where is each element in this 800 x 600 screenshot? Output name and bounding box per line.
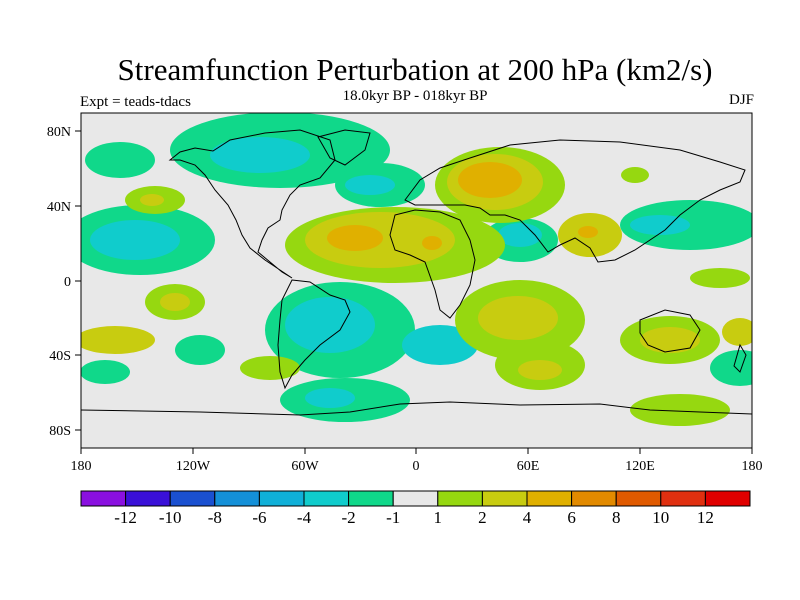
- colorbar-label: 1: [434, 508, 443, 527]
- blob-pos-chile: [240, 356, 300, 380]
- colorbar-box: [437, 490, 483, 507]
- blob-pos-africa-core: [422, 236, 442, 250]
- blob-pos-siberia: [621, 167, 649, 183]
- colorbar-label: 4: [523, 508, 532, 527]
- x-tick-label: 120E: [625, 459, 655, 474]
- colorbar-label: 8: [612, 508, 621, 527]
- colorbar-label: 6: [567, 508, 576, 527]
- colorbar-label: -12: [114, 508, 137, 527]
- colorbar-box: [125, 490, 171, 507]
- colorbar-box: [660, 490, 706, 507]
- colorbar-box: [704, 490, 751, 507]
- colorbar-label: 10: [652, 508, 669, 527]
- blob-neg-pacific-core: [90, 220, 180, 260]
- colorbar-box: [303, 490, 350, 507]
- colorbar-box: [169, 490, 216, 507]
- blob-neg-spacific: [175, 335, 225, 365]
- y-tick-label: 80S: [49, 424, 71, 439]
- y-tick-label: 40N: [47, 200, 71, 215]
- experiment-label: Expt = teads-tdacs: [80, 94, 191, 110]
- x-tick-label: 0: [413, 459, 420, 474]
- blob-pos-eurasia-core: [458, 162, 522, 198]
- x-axis-labels: 180 120W 60W 0 60E 120E 180: [71, 459, 763, 474]
- x-tick-label: 60W: [291, 459, 319, 474]
- blob-neg-swpacific: [710, 350, 752, 386]
- blob-neg-southern-core: [305, 388, 355, 408]
- blob-neg-satlantic: [402, 325, 478, 365]
- field-blobs: [81, 113, 752, 426]
- x-tick-label: 120W: [176, 459, 211, 474]
- colorbar-label: -6: [252, 508, 266, 527]
- x-tick-label: 60E: [517, 459, 540, 474]
- blob-pos-antarctic: [630, 394, 730, 426]
- season-label: DJF: [728, 92, 754, 108]
- colorbar-box: [526, 490, 573, 507]
- x-tick-label: 180: [71, 459, 92, 474]
- colorbar-label: -1: [386, 508, 400, 527]
- colorbar-boxes: [80, 490, 751, 507]
- coastlines: [81, 129, 752, 416]
- blob-pos-spacific-core: [160, 293, 190, 311]
- axis-tick-marks: [75, 130, 753, 454]
- colorbar-label: -4: [297, 508, 312, 527]
- blob-pos-asia-core: [578, 226, 598, 238]
- colorbar-label: 12: [697, 508, 714, 527]
- blob-neg-atlantic-core: [345, 175, 395, 195]
- chart-subtitle: 18.0kyr BP - 018kyr BP: [342, 88, 488, 104]
- blob-pos-si2-core: [518, 360, 562, 380]
- blob-pos-npacific-core: [140, 194, 164, 206]
- y-tick-label: 80N: [47, 125, 71, 140]
- chart-title: Streamfunction Perturbation at 200 hPa (…: [117, 52, 713, 87]
- blob-neg-sepacific: [81, 360, 130, 384]
- blob-neg-southamerica-core: [285, 297, 375, 353]
- colorbar-label: -2: [342, 508, 356, 527]
- y-tick-label: 40S: [49, 349, 71, 364]
- colorbar-box: [615, 490, 662, 507]
- colorbar-box: [80, 490, 127, 507]
- colorbar-box: [481, 490, 528, 507]
- colorbar-box: [258, 490, 305, 507]
- colorbar-label: 2: [478, 508, 487, 527]
- blob-neg-india-core: [498, 223, 542, 247]
- blob-pos-sepacific: [81, 326, 155, 354]
- colorbar-box: [392, 490, 439, 507]
- colorbar-box: [571, 490, 617, 507]
- blob-neg-greenland-core: [210, 137, 310, 173]
- blob-pos-australia-core: [640, 327, 700, 353]
- colorbar-label: -10: [159, 508, 182, 527]
- colorbar-box: [348, 490, 394, 507]
- y-axis-labels: 80N 40N 0 40S 80S: [47, 125, 71, 439]
- colorbar-label: -8: [208, 508, 222, 527]
- x-tick-label: 180: [742, 459, 763, 474]
- blob-neg-npacific: [85, 142, 155, 178]
- blob-pos-eqpacific: [690, 268, 750, 288]
- y-tick-label: 0: [64, 275, 71, 290]
- blob-pos-southindian-core: [478, 296, 558, 340]
- blob-pos-tasman: [722, 318, 752, 346]
- colorbar-labels: -12 -10 -8 -6 -4 -2 -1 1 2 4 6 8 10 12: [114, 508, 714, 527]
- colorbar-box: [214, 490, 260, 507]
- blob-pos-tropatlantic-core: [327, 225, 383, 251]
